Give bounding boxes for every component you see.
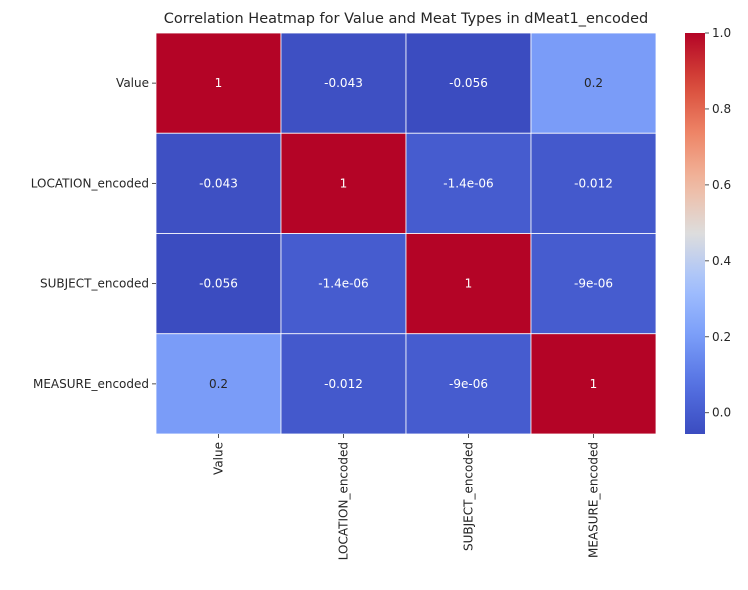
heatmap-cell-r3-c2 [405, 333, 532, 435]
heatmap-cell-r2-c1 [280, 233, 407, 335]
colorbar-tick-label-0: 0.0 [712, 406, 731, 420]
heatmap-cell-r2-c3 [530, 233, 657, 335]
cell-annotation-r2-c2: 1 [465, 277, 473, 291]
cell-annotation-r3-c3: 1 [590, 377, 598, 391]
chart-title: Correlation Heatmap for Value and Meat T… [164, 11, 649, 27]
heatmap-cell-r3-c1 [280, 333, 407, 435]
cell-annotation-r0-c0: 1 [215, 76, 223, 90]
heatmap-cell-r1-c3 [530, 132, 657, 234]
cell-annotation-r0-c1: -0.043 [324, 76, 363, 90]
colorbar-gradient [685, 33, 705, 434]
colorbar: 0.0 0.2 0.4 0.6 0.8 1.0 [685, 26, 731, 434]
heatmap-cells: 1 -0.043 -0.056 0.2 -0.043 1 -1.4e-06 -0.012 -0.… [155, 32, 657, 435]
heatmap-cell-r0-c3 [530, 32, 657, 134]
heatmap-cell-r0-c1 [280, 32, 407, 134]
cell-annotation-r2-c0: -0.056 [199, 277, 238, 291]
cell-annotation-r2-c3: -9e-06 [574, 277, 613, 291]
heatmap-cell-r0-c0 [155, 32, 282, 134]
row-label-1: LOCATION_encoded [31, 176, 149, 190]
cell-annotation-r1-c0: -0.043 [199, 176, 238, 190]
heatmap-cell-r1-c0 [155, 132, 282, 234]
cell-annotation-r0-c3: 0.2 [584, 76, 603, 90]
col-label-3: MEASURE_encoded [587, 442, 601, 558]
cell-annotation-r1-c1: 1 [340, 176, 348, 190]
cell-annotation-r3-c0: 0.2 [209, 377, 228, 391]
col-tick-labels: Value LOCATION_encoded SUBJECT_encoded MEAS… [212, 434, 601, 560]
cell-annotation-r2-c1: -1.4e-06 [318, 277, 368, 291]
colorbar-tick-label-3: 0.6 [712, 178, 731, 192]
cell-annotation-r3-c1: -0.012 [324, 377, 363, 391]
col-label-0: Value [212, 442, 226, 475]
heatmap-cell-r0-c2 [405, 32, 532, 134]
colorbar-tick-label-2: 0.4 [712, 254, 731, 268]
colorbar-tick-label-4: 0.8 [712, 102, 731, 116]
cell-annotation-r1-c2: -1.4e-06 [443, 176, 493, 190]
cell-annotation-r3-c2: -9e-06 [449, 377, 488, 391]
row-label-3: MEASURE_encoded [33, 377, 149, 391]
row-label-0: Value [116, 76, 149, 90]
heatmap-cell-r1-c1 [280, 132, 407, 234]
cell-annotation-r0-c2: -0.056 [449, 76, 488, 90]
col-label-1: LOCATION_encoded [337, 442, 351, 560]
row-label-2: SUBJECT_encoded [40, 277, 149, 291]
heatmap-cell-r3-c3 [530, 333, 657, 435]
heatmap-cell-r3-c0 [155, 333, 282, 435]
cell-annotation-r1-c3: -0.012 [574, 176, 613, 190]
colorbar-tick-label-5: 1.0 [712, 26, 731, 40]
col-label-2: SUBJECT_encoded [462, 442, 476, 551]
row-tick-labels: Value LOCATION_encoded SUBJECT_encoded MEAS… [31, 76, 156, 391]
colorbar-tick-label-1: 0.2 [712, 330, 731, 344]
